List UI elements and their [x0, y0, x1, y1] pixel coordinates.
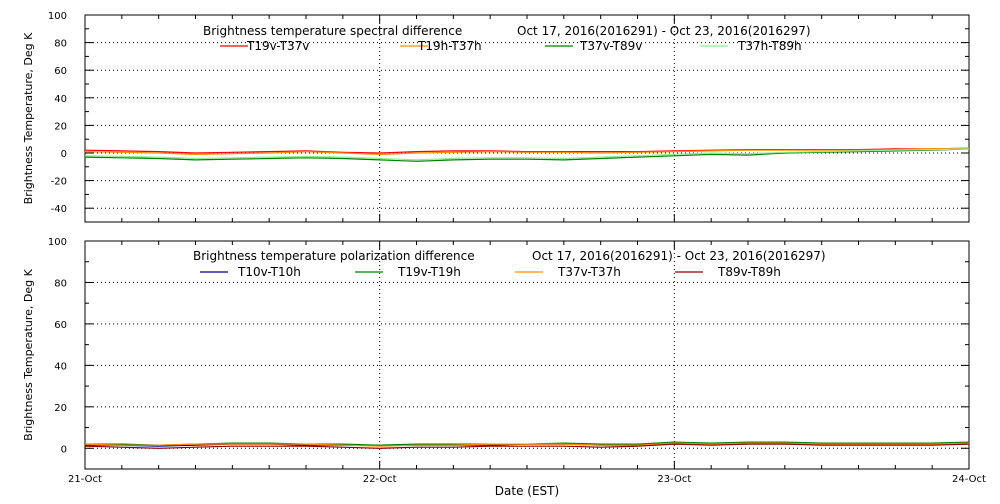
y-axis-label: Brightness Temperature, Deg K — [22, 32, 35, 204]
date-range-label: Oct 17, 2016(2016291) - Oct 23, 2016(201… — [532, 249, 826, 263]
y-tick-label: 80 — [54, 39, 67, 50]
chart-title: Brightness temperature spectral differen… — [203, 24, 462, 38]
y-tick-label: -20 — [51, 177, 67, 188]
x-tick-label: 23-Oct — [657, 474, 691, 485]
y-tick-label: 20 — [54, 121, 67, 132]
legend-label: T37v-T37h — [557, 265, 621, 279]
y-tick-label: 20 — [54, 403, 67, 414]
legend-label: T37h-T89h — [737, 39, 802, 53]
legend-label: T10v-T10h — [237, 265, 301, 279]
plot-frame — [84, 14, 970, 223]
chart-title: Brightness temperature polarization diff… — [193, 249, 475, 263]
y-axis-label: Brightness Temperature, Deg K — [22, 268, 35, 440]
legend-label: T89v-T89h — [717, 265, 781, 279]
legend-label: T37v-T89v — [579, 39, 642, 53]
x-tick-label: 24-Oct — [952, 474, 986, 485]
y-tick-label: 100 — [48, 11, 67, 22]
y-tick-label: 100 — [48, 237, 67, 248]
x-axis-label: Date (EST) — [495, 484, 559, 498]
y-tick-label: 40 — [54, 94, 67, 105]
x-tick-label: 21-Oct — [68, 474, 102, 485]
legend-label: T19h-T37h — [417, 39, 482, 53]
y-tick-label: -40 — [51, 204, 67, 215]
y-tick-label: 0 — [61, 444, 67, 455]
legend-label: T19v-T19h — [397, 265, 461, 279]
date-range-label: Oct 17, 2016(2016291) - Oct 23, 2016(201… — [517, 24, 811, 38]
plot-frame — [84, 240, 970, 470]
y-tick-label: 0 — [61, 149, 67, 160]
series-line-T19h-T37h — [84, 147, 970, 156]
panel-2: 0 20 40 60 80 100 Brightness temperature polar… — [22, 237, 986, 498]
y-tick-label: 40 — [54, 361, 67, 372]
y-tick-label: 60 — [54, 66, 67, 77]
legend-label: T19v-T37v — [246, 39, 309, 53]
series-line-T37v-T89v — [84, 148, 970, 162]
x-tick-label: 22-Oct — [363, 474, 397, 485]
panel-1: -40 -20 0 20 40 60 80 100 Brightness temperature… — [22, 11, 970, 223]
series-line-T37h-T89h — [84, 148, 970, 161]
y-tick-label: 80 — [54, 278, 67, 289]
series-line-T89v-T89h — [84, 443, 970, 449]
series-line-T37v-T37h — [84, 442, 970, 447]
y-tick-label: 60 — [54, 320, 67, 331]
